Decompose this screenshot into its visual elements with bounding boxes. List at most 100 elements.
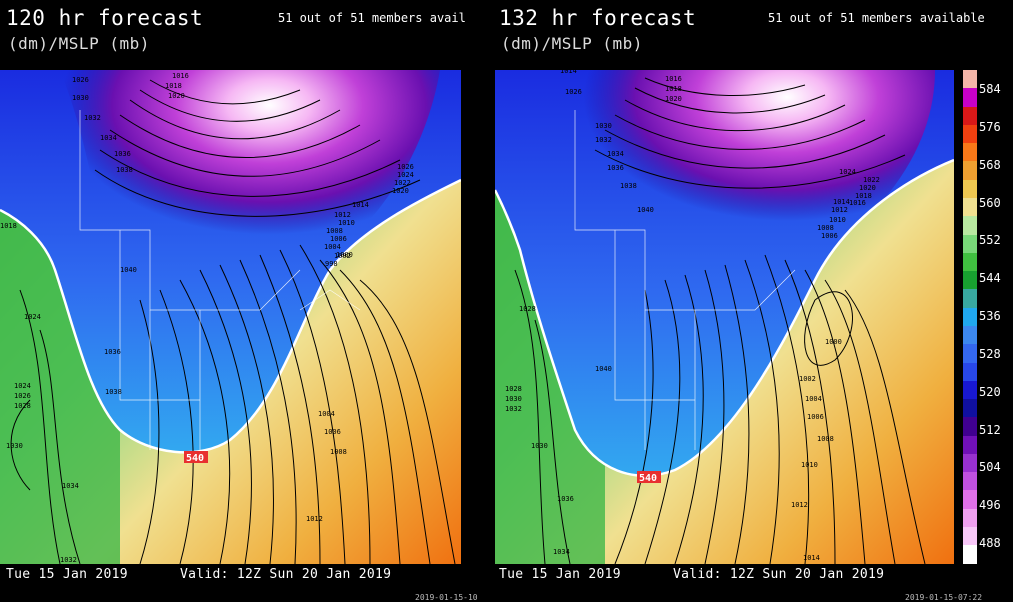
isobar-label: 1028 bbox=[519, 305, 536, 313]
colorbar-swatch bbox=[963, 490, 977, 509]
isobar-label: 1000 bbox=[825, 338, 842, 346]
isobar-label: 1038 bbox=[620, 182, 637, 190]
colorbar-swatch bbox=[963, 197, 977, 217]
isobar-label: 1018 bbox=[0, 222, 17, 230]
isobar-label: 1036 bbox=[557, 495, 574, 503]
init-date: Tue 15 Jan 2019 bbox=[499, 567, 621, 582]
isobar-label: 1034 bbox=[62, 482, 79, 490]
colorbar-label: 576 bbox=[979, 119, 1001, 134]
isobar-label: 1004 bbox=[324, 243, 341, 251]
isobar-label: 1014 bbox=[833, 198, 850, 206]
isobar-label: 1036 bbox=[104, 348, 121, 356]
colorbar-swatch bbox=[963, 344, 977, 363]
run-stamp: 2019-01-15-10 bbox=[415, 593, 478, 602]
colorbar-swatch bbox=[963, 161, 977, 180]
isobar-label: 1030 bbox=[72, 94, 89, 102]
isobar-label: 1034 bbox=[100, 134, 117, 142]
isobar-label: 1000 bbox=[336, 251, 353, 259]
isobar-label: 1024 bbox=[839, 168, 856, 176]
isobar-label: 1014 bbox=[803, 554, 820, 562]
isobar-label: 1040 bbox=[595, 365, 612, 373]
isobar-label: 1012 bbox=[334, 211, 351, 219]
isobar-label: 1034 bbox=[553, 548, 570, 556]
forecast-panel-132hr: 132 hr forecast (dm)/MSLP (mb) 51 out of… bbox=[493, 0, 1013, 602]
isobar-label: 1012 bbox=[791, 501, 808, 509]
members-count: 51 out of 51 members available bbox=[768, 11, 985, 25]
540-contour-marker bbox=[637, 471, 661, 483]
colorbar-swatch bbox=[963, 453, 977, 473]
isobar-label: 1010 bbox=[801, 461, 818, 469]
isobar-label: 1008 bbox=[330, 448, 347, 456]
init-date: Tue 15 Jan 2019 bbox=[6, 567, 128, 582]
colorbar-swatch bbox=[963, 216, 977, 235]
isobar-label: 1024 bbox=[397, 171, 414, 179]
colorbar-swatch bbox=[963, 307, 977, 326]
isobar-label: 1002 bbox=[334, 252, 351, 260]
isobar-label: 1006 bbox=[821, 232, 838, 240]
540-contour-label: 540 bbox=[639, 473, 657, 484]
isobar-label: 1024 bbox=[14, 382, 31, 390]
isobar-label: 1014 bbox=[560, 70, 577, 75]
colorbar-swatch bbox=[963, 88, 977, 107]
colorbar-swatch bbox=[963, 252, 977, 272]
colorbar-swatch bbox=[963, 380, 977, 400]
colorbar-swatch bbox=[963, 527, 977, 546]
isobar-label: 1020 bbox=[859, 184, 876, 192]
isobar-label: 1004 bbox=[805, 395, 822, 403]
isobar-label: 1018 bbox=[665, 85, 682, 93]
isobar-label: 1038 bbox=[116, 166, 133, 174]
panel-subtitle: (dm)/MSLP (mb) bbox=[8, 34, 150, 53]
isobar-label: 1006 bbox=[330, 235, 347, 243]
isobar-label: 1026 bbox=[72, 76, 89, 84]
colorbar-swatch bbox=[963, 70, 977, 89]
colorbar-swatch bbox=[963, 271, 977, 290]
valid-time: Valid: 12Z Sun 20 Jan 2019 bbox=[180, 567, 392, 582]
isobar-label: 1028 bbox=[14, 402, 31, 410]
colorbar-label: 520 bbox=[979, 384, 1001, 399]
isobar-label: 1010 bbox=[338, 219, 355, 227]
colorbar-label: 496 bbox=[979, 498, 1001, 513]
isobar-label: 1014 bbox=[352, 201, 369, 209]
isobar-label: 1008 bbox=[817, 224, 834, 232]
colorbar-swatch bbox=[963, 325, 977, 345]
colorbar-swatch bbox=[963, 399, 977, 418]
isobar-label: 1018 bbox=[165, 82, 182, 90]
colorbar-label: 536 bbox=[979, 309, 1001, 323]
isobar-label: 1006 bbox=[324, 428, 341, 436]
members-count: 51 out of 51 members avail bbox=[278, 11, 466, 25]
isobar-label: 1012 bbox=[306, 515, 323, 523]
isobar-label: 1028 bbox=[505, 385, 522, 393]
isobar-label: 1010 bbox=[829, 216, 846, 224]
isobar-label: 1002 bbox=[799, 375, 816, 383]
colorbar-label: 504 bbox=[979, 460, 1001, 475]
isobar-label: 1026 bbox=[565, 88, 582, 96]
colorbar-label: 552 bbox=[979, 233, 1001, 248]
colorbar-label: 488 bbox=[979, 536, 1001, 550]
colorbar-label: 512 bbox=[979, 422, 1001, 437]
colorbar-swatch bbox=[963, 289, 977, 308]
isobar-label: 1016 bbox=[172, 72, 189, 80]
isobar-label: 1012 bbox=[831, 206, 848, 214]
isobar-label: 1030 bbox=[6, 442, 23, 450]
colorbar-swatch bbox=[963, 143, 977, 162]
isobar-label: 1030 bbox=[595, 122, 612, 130]
isobar-label: 1026 bbox=[14, 392, 31, 400]
colorbar-label: 584 bbox=[979, 82, 1001, 96]
isobar-label: 1018 bbox=[855, 192, 872, 200]
isobar-label: 1006 bbox=[807, 413, 824, 421]
isobar-label: 1016 bbox=[849, 199, 866, 207]
isobar-label: 1024 bbox=[24, 313, 41, 321]
isobar-label: 1016 bbox=[665, 75, 682, 83]
isobar-label: 1020 bbox=[392, 187, 409, 195]
colorbar-label: 568 bbox=[979, 157, 1001, 172]
colorbar-swatch bbox=[963, 179, 977, 198]
540-contour-label: 540 bbox=[186, 453, 204, 464]
forecast-map: 1016 1018 1020 1026 1030 1032 1034 1036 … bbox=[0, 70, 461, 564]
isobar-label: 1004 bbox=[318, 410, 335, 418]
forecast-map: 1014 1016 1018 1020 1026 1030 1032 1034 … bbox=[495, 70, 954, 564]
isobar-label: 1034 bbox=[607, 150, 624, 158]
isobar-label: 1030 bbox=[531, 442, 548, 450]
isobar-label: 1030 bbox=[505, 395, 522, 403]
isobar-label: 1032 bbox=[505, 405, 522, 413]
panel-subtitle: (dm)/MSLP (mb) bbox=[501, 34, 643, 53]
